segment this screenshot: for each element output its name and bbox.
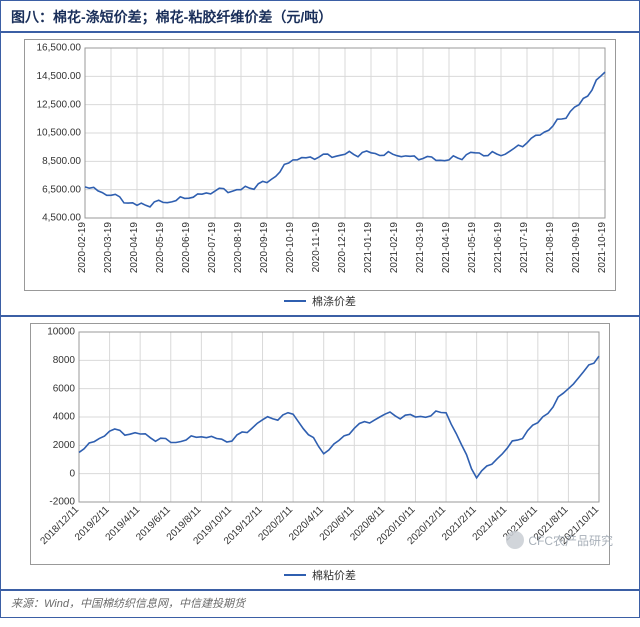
- svg-text:2021-08-19: 2021-08-19: [545, 222, 556, 274]
- chart-bottom-wrap: -200002000400060008000100002018/12/11201…: [9, 317, 631, 565]
- svg-text:2020-08-19: 2020-08-19: [233, 222, 244, 274]
- svg-text:2020-02-19: 2020-02-19: [77, 222, 88, 274]
- chart-top-plotbox: 4,500.00 6,500.00 8,500.00 10,500.00 12,500.…: [24, 39, 616, 291]
- svg-text:6,500.00: 6,500.00: [42, 184, 81, 195]
- chart-bottom-plotbox: -200002000400060008000100002018/12/11201…: [30, 323, 610, 565]
- svg-text:0: 0: [69, 468, 75, 479]
- svg-text:10000: 10000: [47, 327, 75, 338]
- svg-text:2021-05-19: 2021-05-19: [467, 222, 478, 274]
- watermark-text: CFC农产品研究: [528, 532, 613, 549]
- svg-text:2020-05-19: 2020-05-19: [155, 222, 166, 274]
- svg-text:14,500.00: 14,500.00: [37, 71, 82, 82]
- chart-bottom-legend-swatch: [284, 574, 306, 576]
- chart-bottom-svg: -200002000400060008000100002018/12/11201…: [31, 324, 609, 564]
- svg-text:2021-07-19: 2021-07-19: [519, 222, 530, 274]
- svg-text:2021-09-19: 2021-09-19: [571, 222, 582, 274]
- svg-text:4,500.00: 4,500.00: [42, 213, 81, 224]
- svg-text:2020-11-19: 2020-11-19: [311, 222, 322, 273]
- svg-text:2021-01-19: 2021-01-19: [363, 222, 374, 274]
- svg-text:12,500.00: 12,500.00: [37, 99, 82, 110]
- svg-text:2021-06-19: 2021-06-19: [493, 222, 504, 274]
- svg-text:2000: 2000: [53, 440, 76, 451]
- chart-top-legend-label: 棉涤价差: [312, 293, 356, 309]
- svg-text:2021-03-19: 2021-03-19: [415, 222, 426, 274]
- svg-text:2020-03-19: 2020-03-19: [103, 222, 114, 274]
- svg-text:2020-09-19: 2020-09-19: [259, 222, 270, 274]
- svg-text:2021-10-19: 2021-10-19: [597, 222, 608, 274]
- figure-container: 图八：棉花-涤短价差；棉花-粘胶纤维价差（元/吨） 4,500.00 6,500.…: [0, 0, 640, 618]
- chart-top-legend-swatch: [284, 300, 306, 302]
- svg-text:2021-02-19: 2021-02-19: [389, 222, 400, 274]
- chart-top-wrap: 4,500.00 6,500.00 8,500.00 10,500.00 12,500.…: [9, 33, 631, 291]
- chart-top-panel: 4,500.00 6,500.00 8,500.00 10,500.00 12,500.…: [9, 33, 631, 315]
- chart-bottom-legend: 棉粘价差: [9, 565, 631, 589]
- figure-title: 图八：棉花-涤短价差；棉花-粘胶纤维价差（元/吨）: [1, 1, 639, 33]
- svg-text:6000: 6000: [53, 383, 76, 394]
- svg-text:2020-06-19: 2020-06-19: [181, 222, 192, 274]
- svg-text:2020-07-19: 2020-07-19: [207, 222, 218, 274]
- svg-text:2020-04-19: 2020-04-19: [129, 222, 140, 274]
- chart-top-svg: 4,500.00 6,500.00 8,500.00 10,500.00 12,500.…: [25, 40, 615, 290]
- svg-text:2021-04-19: 2021-04-19: [441, 222, 452, 274]
- svg-text:8,500.00: 8,500.00: [42, 156, 81, 167]
- svg-text:2018/12/11: 2018/12/11: [38, 504, 81, 547]
- watermark: CFC农产品研究: [506, 531, 613, 549]
- chart-bottom-panel: -200002000400060008000100002018/12/11201…: [9, 317, 631, 589]
- svg-text:8000: 8000: [53, 355, 76, 366]
- svg-text:4000: 4000: [53, 412, 76, 423]
- svg-text:10,500.00: 10,500.00: [37, 128, 82, 139]
- panels-area: 4,500.00 6,500.00 8,500.00 10,500.00 12,500.…: [1, 33, 639, 589]
- watermark-icon: [506, 531, 524, 549]
- chart-top-legend: 棉涤价差: [9, 291, 631, 315]
- svg-text:2020-10-19: 2020-10-19: [285, 222, 296, 274]
- svg-text:2020-12-19: 2020-12-19: [337, 222, 348, 274]
- svg-text:16,500.00: 16,500.00: [37, 43, 82, 54]
- source-line: 来源：Wind，中国棉纺织信息网，中信建投期货: [1, 589, 639, 617]
- chart-bottom-legend-label: 棉粘价差: [312, 567, 356, 583]
